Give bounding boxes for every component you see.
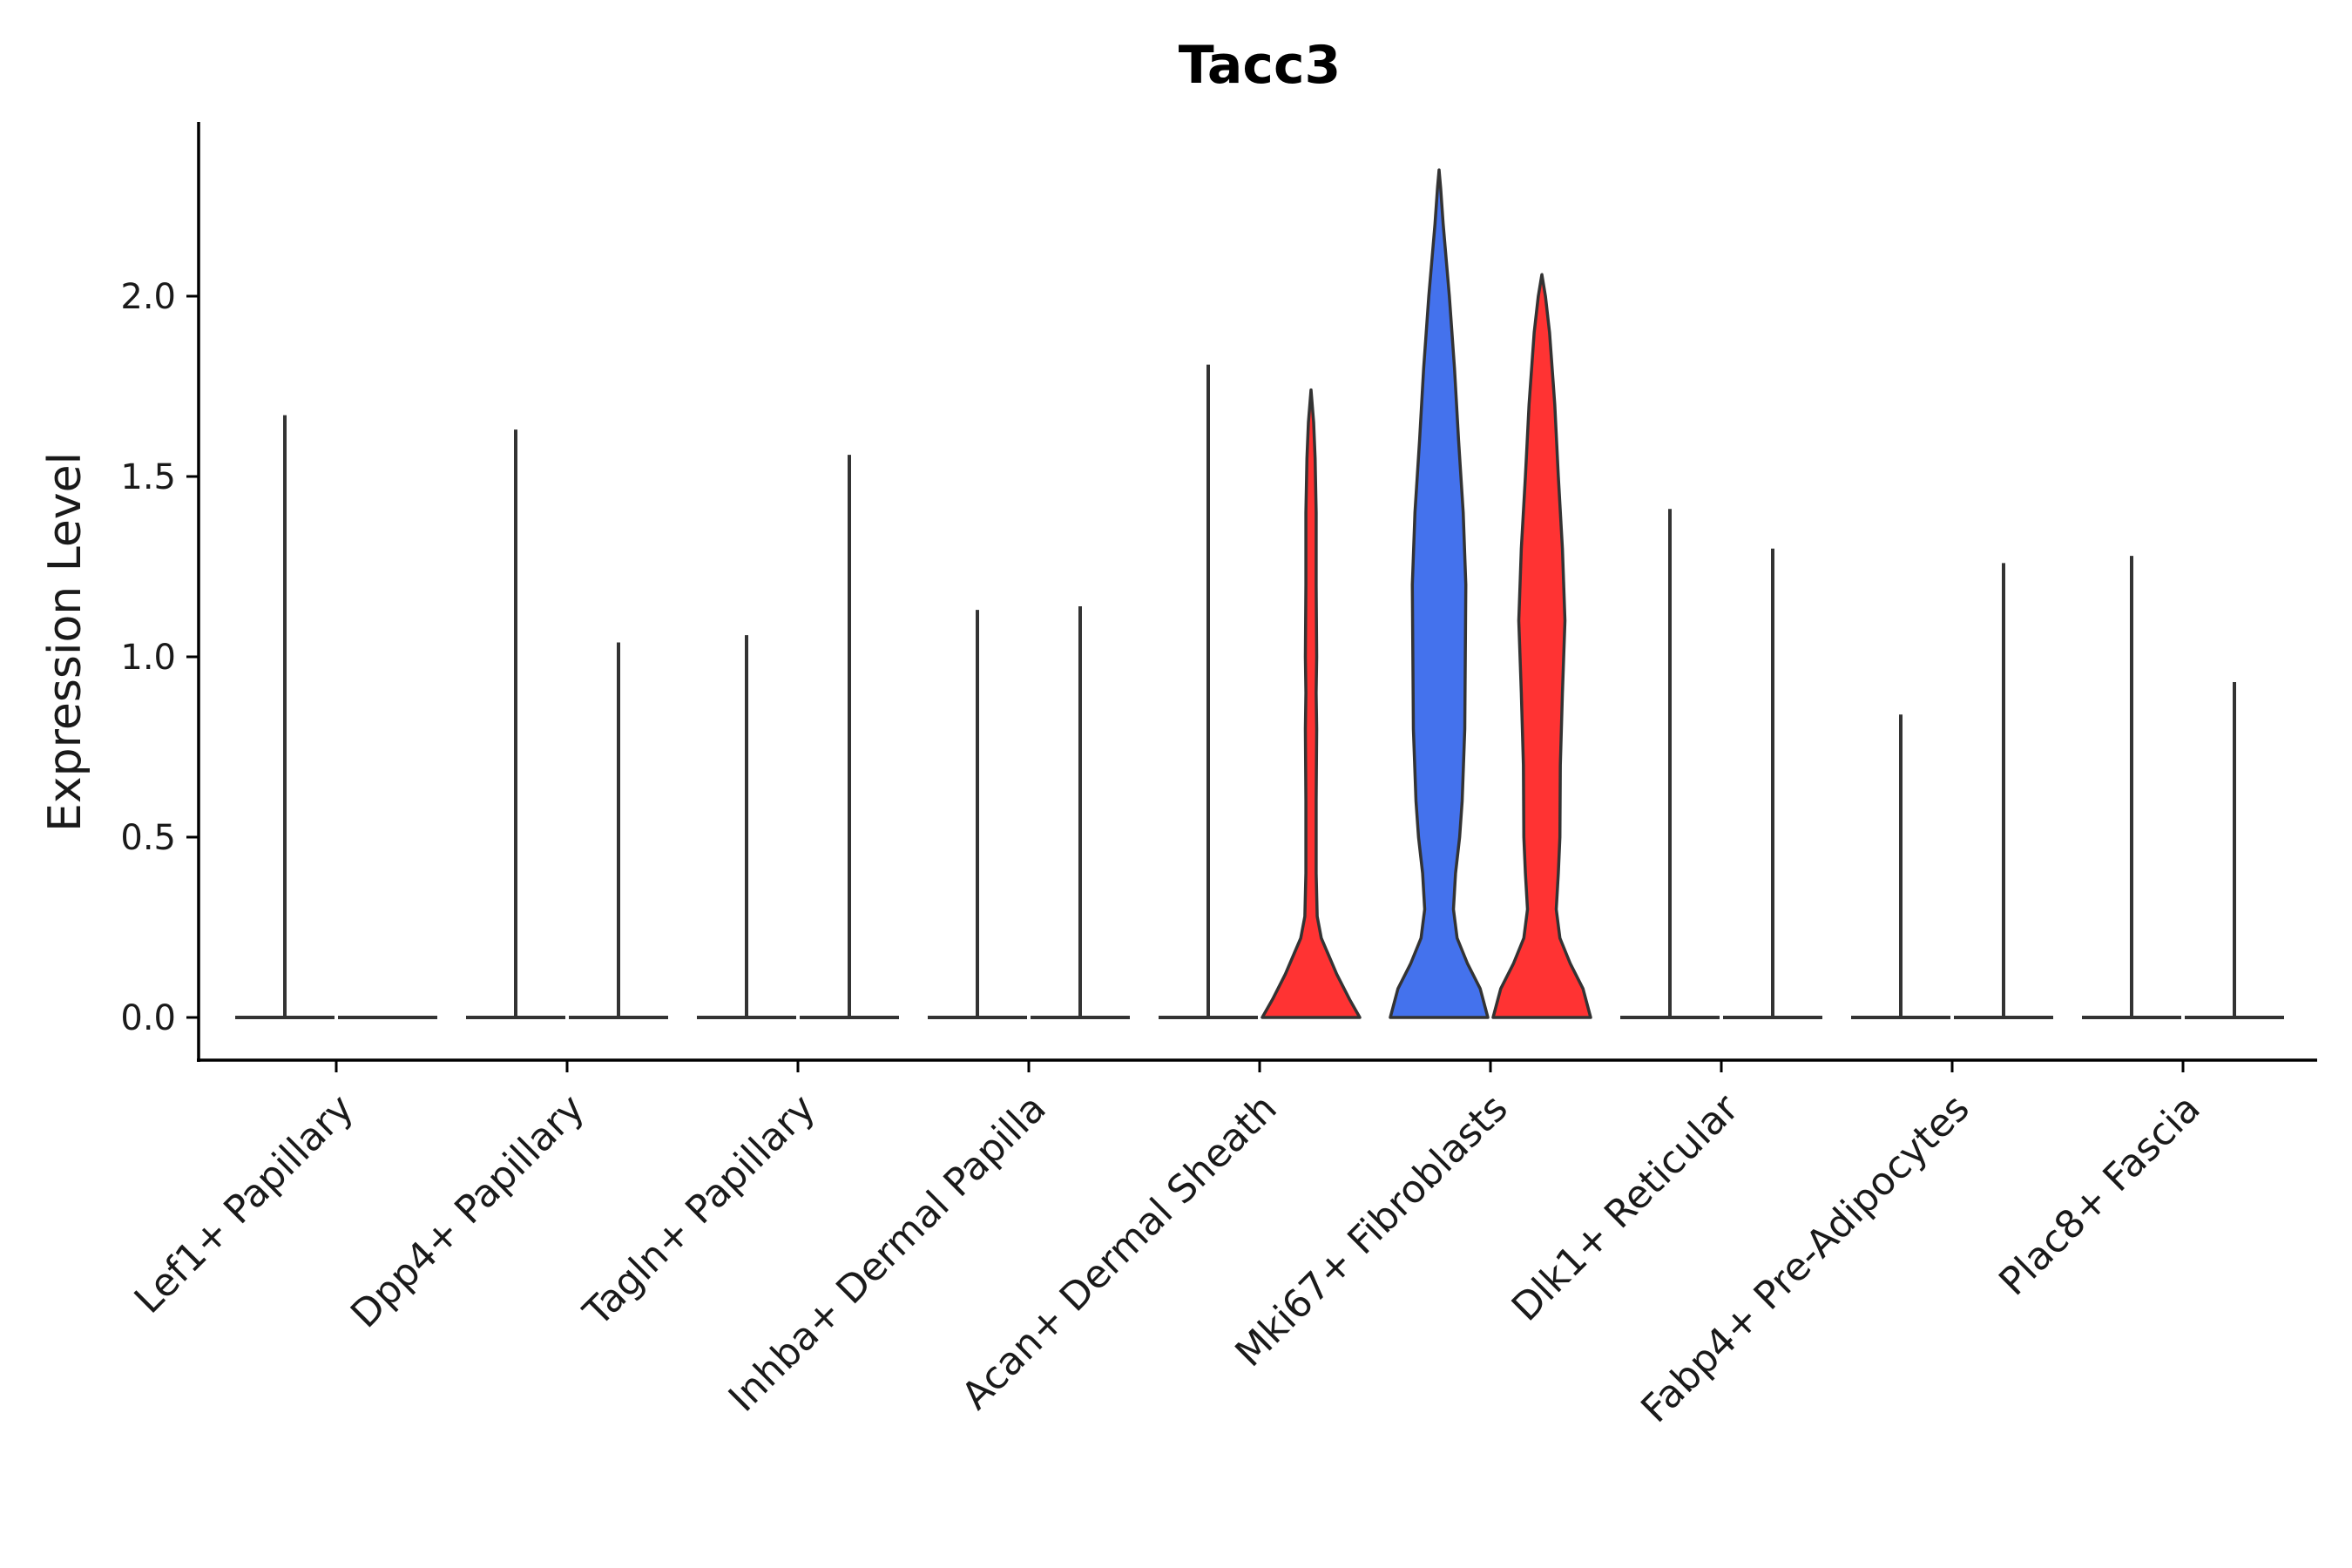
violin-mki67-fibroblasts-left bbox=[1389, 168, 1490, 1019]
x-tick-label: Plac8+ Fascia bbox=[1990, 1086, 2209, 1305]
y-tick-label: 2.0 bbox=[120, 277, 176, 317]
chart-title: Tacc3 bbox=[1179, 35, 1342, 96]
violin-acan-dermal-sheath-right bbox=[1260, 388, 1362, 1019]
y-tick-label: 1.5 bbox=[120, 457, 176, 497]
y-tick-label: 1.0 bbox=[120, 638, 176, 678]
x-tick-label: Dpp4+ Papillary bbox=[342, 1086, 593, 1337]
y-tick-label: 0.0 bbox=[120, 998, 176, 1038]
x-tick-label: Tagln+ Papillary bbox=[575, 1086, 824, 1335]
violins-layer bbox=[235, 168, 2284, 1019]
y-axis-label: Expression Level bbox=[39, 452, 91, 832]
x-tick-label: Lef1+ Papillary bbox=[126, 1086, 362, 1322]
violin-mki67-fibroblasts-right bbox=[1491, 273, 1592, 1019]
y-tick-label: 0.5 bbox=[120, 818, 176, 858]
x-tick-label: Dlk1+ Reticular bbox=[1504, 1085, 1748, 1330]
